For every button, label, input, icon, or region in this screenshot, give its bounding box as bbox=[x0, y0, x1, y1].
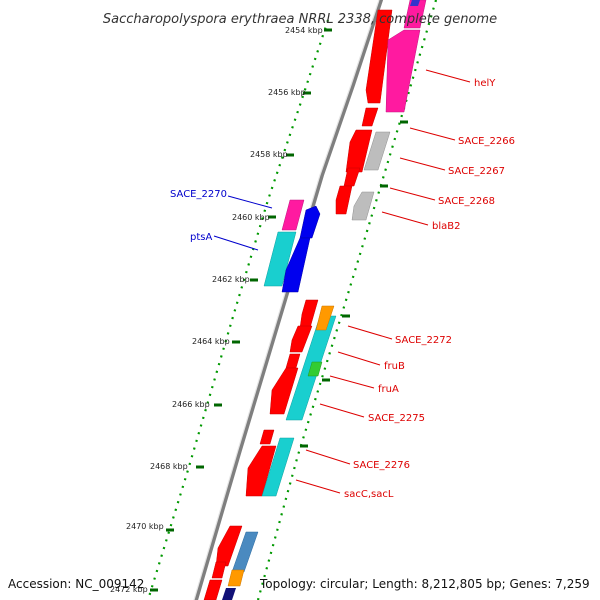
gene-label: SACE_2276 bbox=[353, 460, 410, 471]
gene-labels-right: helY SACE_2266 SACE_2267 SACE_2268 blaB2… bbox=[344, 78, 515, 500]
tick-label: 2458 kbp bbox=[250, 150, 288, 159]
gene-red-8 bbox=[269, 367, 299, 415]
gene-label: SACE_2268 bbox=[438, 196, 495, 207]
gene-helY-top bbox=[403, 0, 427, 29]
tick-labels: 2454 kbp 2456 kbp 2458 kbp 2460 kbp 2462… bbox=[110, 26, 323, 594]
gene-red-3 bbox=[343, 167, 361, 187]
gene-orange-2 bbox=[227, 569, 245, 587]
scale-track-right bbox=[256, 0, 438, 600]
gene-red-4 bbox=[335, 185, 353, 215]
gene-red-5 bbox=[299, 299, 319, 329]
gene-label: blaB2 bbox=[432, 221, 460, 232]
gene-label: ptsA bbox=[190, 232, 212, 243]
gene-label: fruB bbox=[384, 361, 405, 372]
gene-fruA bbox=[307, 361, 323, 377]
gene-red-6 bbox=[289, 325, 313, 353]
tick-label: 2456 kbp bbox=[268, 88, 306, 97]
accession-text: Accession: NC_009142 bbox=[8, 577, 144, 591]
gene-blue-1 bbox=[299, 205, 321, 239]
tick-label: 2462 kbp bbox=[212, 275, 250, 284]
gene-label: SACE_2272 bbox=[395, 335, 452, 346]
tick-marks bbox=[150, 28, 408, 592]
gene-features-reverse[interactable] bbox=[263, 199, 321, 293]
map-title: Saccharopolyspora erythraea NRRL 2338, c… bbox=[103, 12, 497, 27]
gene-navy-1 bbox=[222, 588, 236, 600]
gene-label: SACE_2267 bbox=[448, 166, 505, 177]
gene-red-1 bbox=[361, 107, 379, 127]
gene-ptsA bbox=[263, 231, 297, 287]
gene-steel-1 bbox=[231, 531, 259, 573]
gene-sacC bbox=[261, 437, 295, 497]
leader-lines-left bbox=[213, 195, 273, 251]
tick-label: 2460 kbp bbox=[232, 213, 270, 222]
tick-label: 2468 kbp bbox=[150, 462, 188, 471]
gene-red-10 bbox=[245, 445, 277, 497]
gene-helY-upper bbox=[365, 9, 393, 104]
gene-label: helY bbox=[474, 78, 496, 89]
gene-features-forward[interactable] bbox=[203, 0, 427, 600]
gene-red-13 bbox=[203, 579, 223, 600]
tick-label: 2466 kbp bbox=[172, 400, 210, 409]
tick-label: 2464 kbp bbox=[192, 337, 230, 346]
gene-blue-2 bbox=[281, 237, 311, 293]
leader-lines-right bbox=[295, 69, 471, 494]
gene-red-9 bbox=[259, 429, 275, 445]
gene-blaB2 bbox=[351, 191, 375, 221]
gene-SACE_2270 bbox=[281, 199, 305, 231]
gene-blue-top bbox=[410, 0, 420, 6]
genome-summary-text: Topology: circular; Length: 8,212,805 bp… bbox=[259, 577, 590, 591]
tick-label: 2470 kbp bbox=[126, 522, 164, 531]
gene-SACE_2266 bbox=[363, 131, 391, 171]
gene-label: SACE_2266 bbox=[458, 136, 515, 147]
gene-helY bbox=[385, 29, 421, 113]
tick-label: 2472 kbp bbox=[110, 585, 148, 594]
gene-label: sacC,sacL bbox=[344, 489, 394, 500]
gene-SACE_2272 bbox=[315, 305, 335, 331]
gene-labels-left: SACE_2270 ptsA bbox=[170, 189, 227, 243]
gene-label: fruA bbox=[378, 384, 399, 395]
tick-label: 2454 kbp bbox=[285, 26, 323, 35]
gene-red-12 bbox=[211, 561, 227, 579]
gene-label: SACE_2275 bbox=[368, 413, 425, 424]
scale-track-left bbox=[146, 19, 330, 600]
gene-red-7 bbox=[285, 353, 301, 369]
gene-label: SACE_2270 bbox=[170, 189, 227, 200]
